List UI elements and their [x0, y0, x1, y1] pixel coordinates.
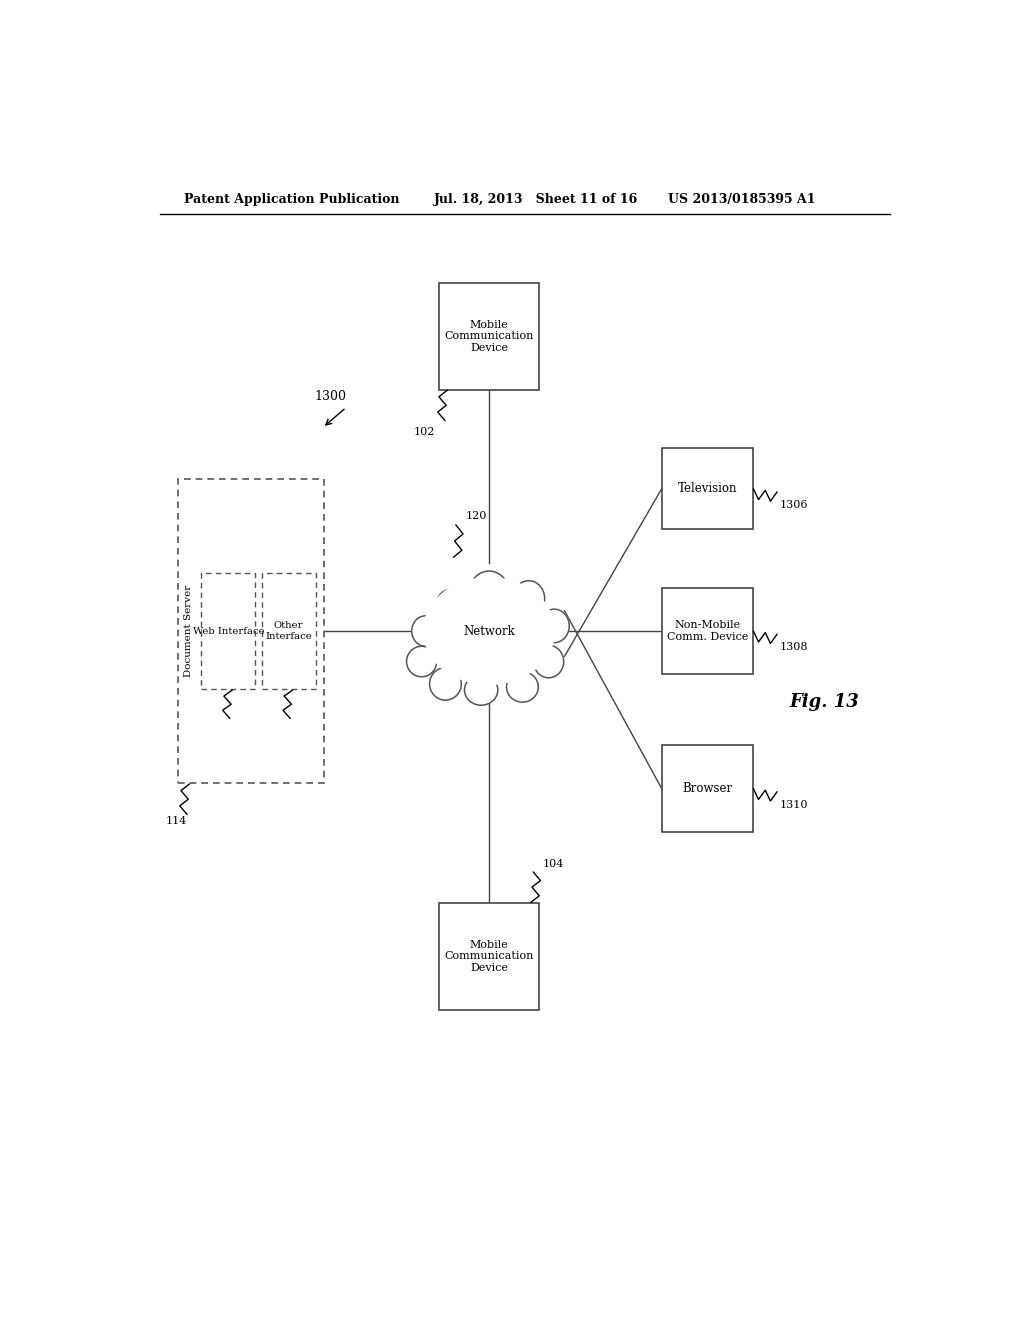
Text: Browser: Browser	[682, 781, 732, 795]
Text: 114: 114	[166, 816, 187, 826]
Ellipse shape	[534, 645, 563, 677]
Text: 1300: 1300	[314, 391, 346, 404]
Text: Web Interface: Web Interface	[193, 627, 264, 635]
FancyBboxPatch shape	[202, 573, 255, 689]
Ellipse shape	[507, 672, 539, 702]
Text: 104: 104	[543, 859, 564, 870]
Text: Non-Mobile
Comm. Device: Non-Mobile Comm. Device	[667, 620, 748, 642]
Ellipse shape	[407, 647, 436, 677]
Ellipse shape	[430, 668, 462, 700]
Ellipse shape	[412, 615, 439, 647]
Text: Mobile
Communication
Device: Mobile Communication Device	[444, 940, 534, 973]
Text: 1310: 1310	[779, 800, 808, 810]
Ellipse shape	[539, 609, 569, 643]
Text: 1304: 1304	[276, 721, 305, 730]
Text: Network: Network	[463, 624, 515, 638]
Text: US 2013/0185395 A1: US 2013/0185395 A1	[668, 193, 815, 206]
Ellipse shape	[436, 589, 466, 622]
FancyBboxPatch shape	[439, 282, 539, 389]
FancyBboxPatch shape	[662, 587, 753, 675]
Text: Television: Television	[678, 482, 737, 495]
Ellipse shape	[470, 572, 508, 610]
Text: Fig. 13: Fig. 13	[790, 693, 860, 711]
FancyBboxPatch shape	[662, 447, 753, 529]
Text: Mobile
Communication
Device: Mobile Communication Device	[444, 319, 534, 352]
Text: Patent Application Publication: Patent Application Publication	[183, 193, 399, 206]
Text: 1306: 1306	[779, 500, 808, 510]
FancyBboxPatch shape	[262, 573, 315, 689]
Ellipse shape	[513, 581, 545, 616]
FancyBboxPatch shape	[439, 903, 539, 1010]
Text: 1302: 1302	[205, 721, 233, 730]
Text: Other
Interface: Other Interface	[265, 622, 312, 640]
Ellipse shape	[465, 675, 498, 705]
FancyBboxPatch shape	[662, 746, 753, 832]
Ellipse shape	[424, 578, 555, 684]
FancyBboxPatch shape	[177, 479, 325, 784]
Text: Document Server: Document Server	[184, 585, 194, 677]
Text: Jul. 18, 2013   Sheet 11 of 16: Jul. 18, 2013 Sheet 11 of 16	[433, 193, 638, 206]
Text: 1308: 1308	[779, 643, 808, 652]
Text: 120: 120	[465, 511, 486, 521]
Text: 102: 102	[414, 428, 434, 437]
Ellipse shape	[414, 565, 564, 697]
